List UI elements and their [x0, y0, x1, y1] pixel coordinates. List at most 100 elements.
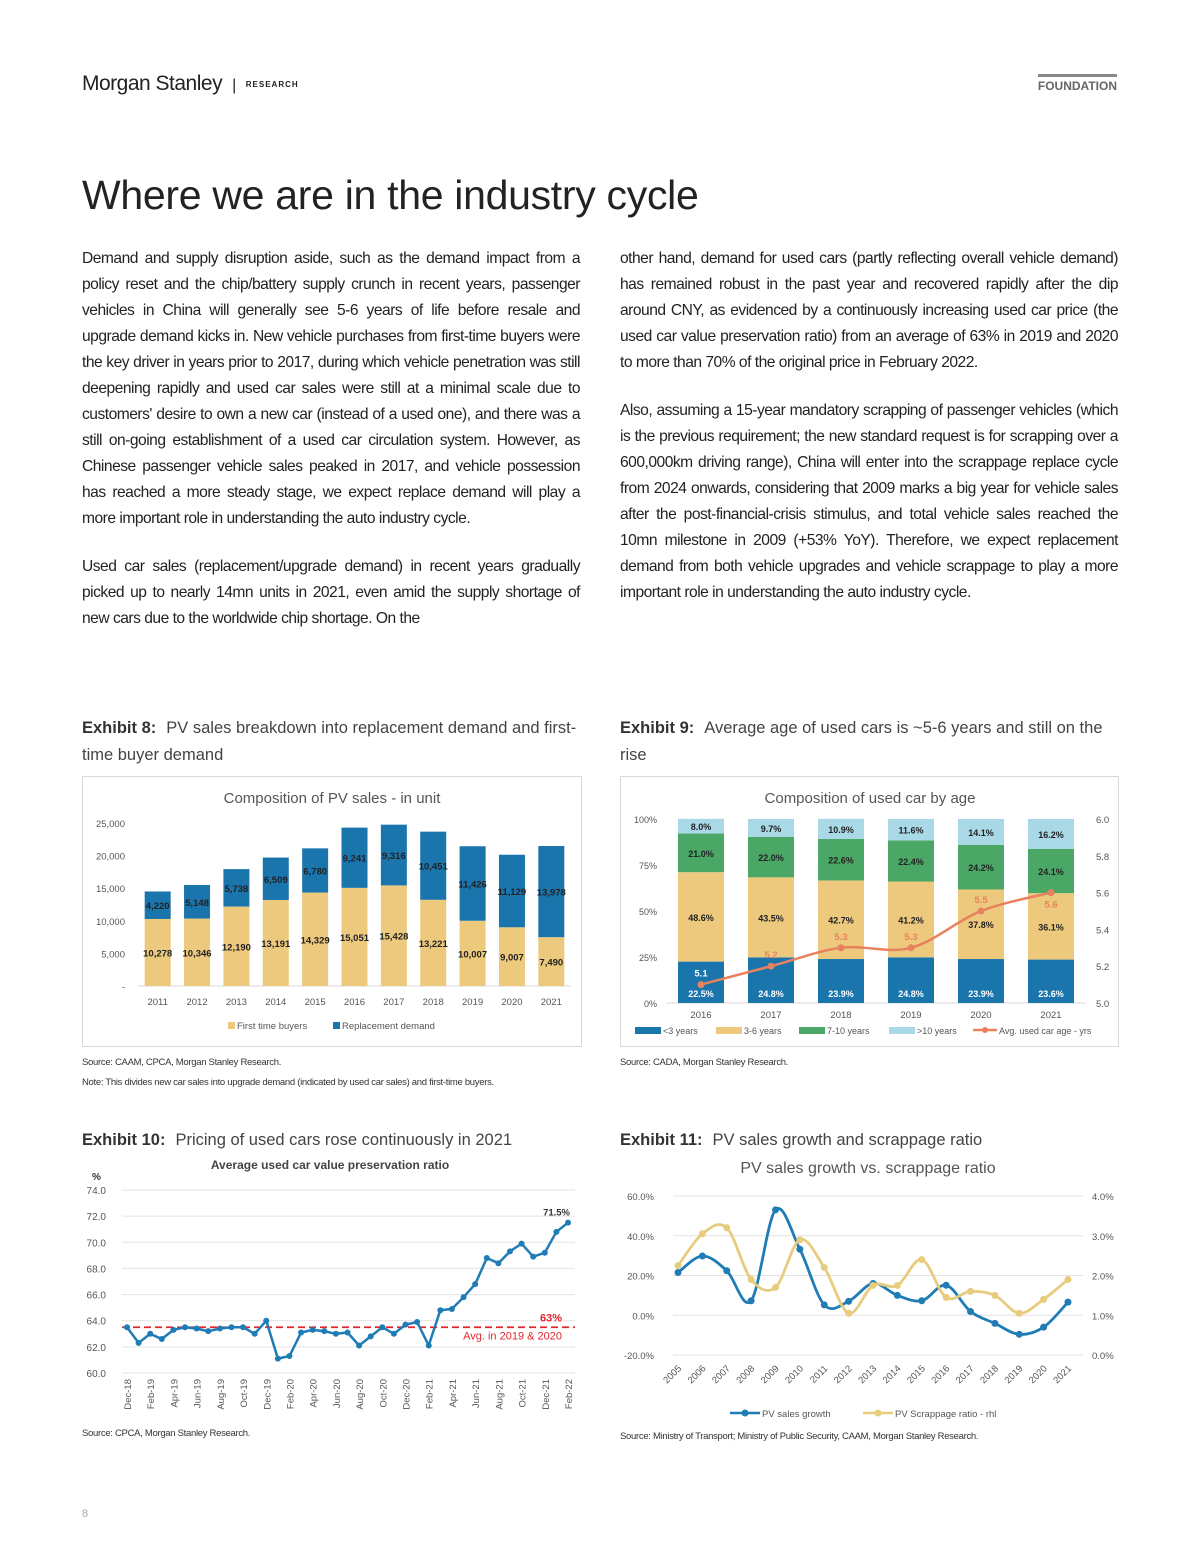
y2-tick-label: 5.6 — [1096, 889, 1109, 900]
data-point — [472, 1281, 479, 1288]
bar-7-10 — [958, 844, 1004, 890]
reference-sublabel: Avg. in 2019 & 2020 — [463, 1330, 562, 1342]
exhibit-label: Exhibit 11: — [620, 1131, 703, 1149]
bar-replacement — [184, 884, 211, 919]
data-point — [228, 1324, 235, 1331]
y2-tick-label: 2.0% — [1092, 1272, 1114, 1283]
x-tick-label: Dec-20 — [402, 1379, 413, 1410]
y-tick-label: 0.0% — [632, 1311, 654, 1322]
data-point — [1040, 1295, 1048, 1303]
bar-over-10 — [818, 818, 864, 839]
data-point — [402, 1321, 409, 1328]
line-label: 5.6 — [1044, 900, 1057, 911]
y2-tick-label: 6.0 — [1096, 815, 1109, 826]
brand-logo: Morgan Stanley — [82, 72, 223, 95]
data-label: 15,051 — [340, 933, 370, 944]
x-tick-label: 2016 — [690, 1010, 711, 1021]
data-label: 23.6% — [1038, 989, 1064, 999]
y-tick-label: 70.0 — [87, 1238, 107, 1249]
data-point — [698, 1230, 706, 1238]
bar-replacement — [302, 848, 329, 893]
y-tick-label: 25,000 — [96, 819, 125, 830]
bar-replacement — [420, 831, 447, 900]
data-point — [437, 1307, 444, 1314]
data-point — [251, 1330, 258, 1337]
y-tick-label: 20.0% — [627, 1272, 654, 1283]
y-tick-label: 5,000 — [101, 949, 125, 960]
y-tick-label: 60.0 — [87, 1369, 107, 1380]
data-point — [820, 1301, 828, 1309]
scrappage-ratio-line — [676, 1223, 1069, 1315]
x-tick-label: 2021 — [1051, 1363, 1074, 1386]
exhibit-caption: Average age of used cars is ~5-6 years a… — [620, 719, 1103, 764]
data-point — [193, 1325, 200, 1332]
data-point — [344, 1329, 351, 1336]
data-point — [1015, 1330, 1023, 1338]
x-tick-label: 2006 — [686, 1363, 709, 1386]
paragraph: Used car sales (replacement/upgrade dema… — [82, 558, 581, 627]
brand-separator: | — [232, 77, 236, 94]
data-label: 12,190 — [222, 942, 251, 953]
y-tick-label: 66.0 — [87, 1291, 107, 1302]
data-point — [991, 1319, 999, 1327]
data-label: 11,129 — [498, 887, 527, 898]
y-tick-label: -20.0% — [624, 1351, 655, 1362]
x-tick-label: 2018 — [423, 997, 444, 1008]
data-label: 24.8% — [758, 989, 784, 999]
legend-swatch — [228, 1022, 235, 1029]
x-tick-label: Jun-19 — [193, 1379, 204, 1408]
legend-label: First time buyers — [237, 1021, 307, 1032]
data-point — [506, 1248, 513, 1255]
y2-tick-label: 5.0 — [1096, 999, 1109, 1010]
data-label: 24.1% — [1038, 867, 1064, 877]
y-tick-label: 64.0 — [87, 1317, 107, 1328]
line-label: 5.3 — [904, 932, 917, 943]
bar-over-10 — [1028, 819, 1074, 849]
bar-replacement — [262, 857, 289, 900]
bar-replacement — [223, 869, 250, 907]
x-tick-label: Feb-22 — [564, 1379, 575, 1409]
data-label: 13,221 — [419, 939, 449, 950]
y-tick-label: 100% — [634, 815, 657, 825]
bar-first-time — [223, 906, 250, 986]
exhibit-caption: PV sales breakdown into replacement dema… — [82, 719, 577, 764]
bar-first-time — [144, 918, 171, 986]
data-point — [460, 1294, 467, 1301]
y-tick-label: 10,000 — [96, 917, 125, 928]
data-point — [1064, 1298, 1072, 1306]
bar-3-6 — [958, 889, 1004, 960]
legend-swatch — [333, 1022, 340, 1029]
data-label: 43.5% — [758, 913, 784, 923]
data-label: 21.0% — [688, 849, 714, 859]
data-label: 11.6% — [898, 826, 923, 836]
data-label: 23.9% — [968, 989, 994, 999]
data-point — [565, 1219, 571, 1226]
y-tick-label: 15,000 — [96, 884, 125, 895]
x-tick-label: 2020 — [1027, 1363, 1050, 1386]
exhibit-caption: PV sales growth and scrappage ratio — [712, 1131, 983, 1149]
bar-7-10 — [678, 833, 724, 873]
page-number: 8 — [82, 1508, 89, 1520]
y-tick-label: 74.0 — [87, 1186, 107, 1197]
reference-label: 63% — [540, 1312, 562, 1324]
data-point — [286, 1353, 293, 1360]
y2-tick-label: 1.0% — [1092, 1311, 1114, 1322]
x-tick-label: 2017 — [383, 997, 404, 1008]
y2-tick-label: 5.4 — [1096, 925, 1109, 936]
data-point — [541, 1249, 548, 1256]
avg-age-point — [907, 944, 915, 952]
legend-label: PV Scrappage ratio - rhl — [895, 1409, 996, 1420]
legend-marker — [874, 1409, 882, 1417]
legend-swatch — [889, 1027, 915, 1034]
legend-swatch — [716, 1027, 742, 1034]
line-label: 5.2 — [764, 950, 777, 961]
foundation-tag: FOUNDATION — [1037, 74, 1117, 93]
x-tick-label: 2019 — [1003, 1363, 1026, 1386]
data-label: 11,426 — [458, 880, 487, 891]
data-point — [1064, 1275, 1072, 1283]
y2-tick-label: 4.0% — [1092, 1192, 1114, 1203]
bar-first-time — [420, 899, 447, 986]
x-tick-label: Dec-21 — [541, 1379, 552, 1410]
x-tick-label: 2005 — [661, 1363, 684, 1386]
x-tick-label: Jun-21 — [471, 1379, 482, 1408]
